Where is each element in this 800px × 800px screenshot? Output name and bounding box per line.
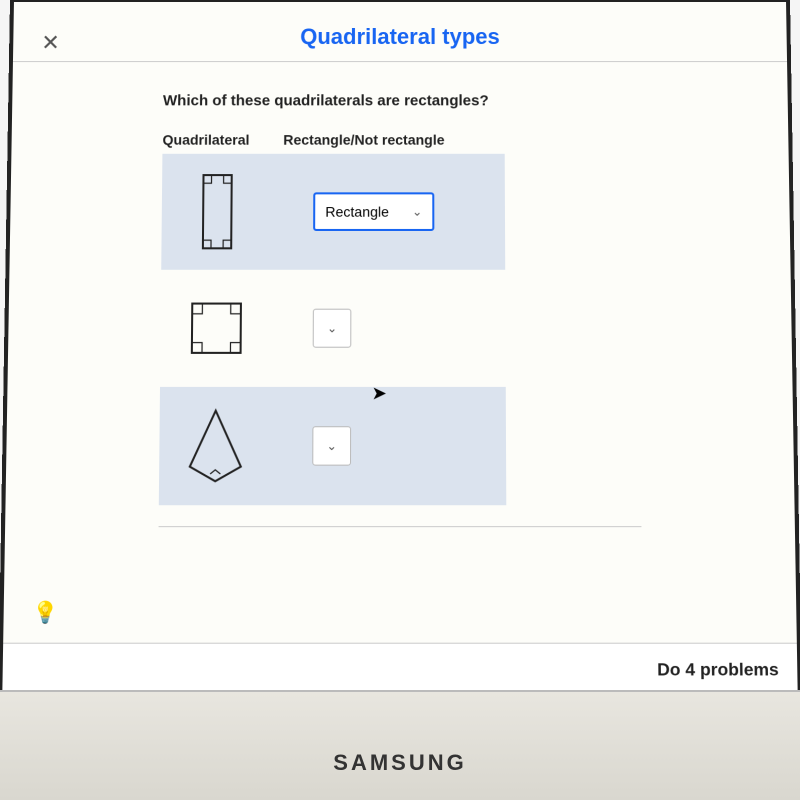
chevron-down-icon: ⌄ — [412, 205, 422, 219]
table-row: ⌄ — [159, 387, 507, 505]
answer-dropdown[interactable]: ⌄ — [313, 309, 352, 348]
col-shape: Quadrilateral — [162, 132, 263, 148]
content-area: Which of these quadrilaterals are rectan… — [5, 62, 794, 505]
question-text: Which of these quadrilaterals are rectan… — [163, 92, 788, 109]
shape-tall-rectangle — [171, 166, 263, 258]
col-answer: Rectangle/Not rectangle — [283, 132, 444, 148]
divider — [159, 526, 642, 527]
page-title: Quadrilateral types — [13, 2, 787, 50]
answer-dropdown[interactable]: Rectangle ⌄ — [313, 192, 434, 231]
chevron-down-icon: ⌄ — [327, 321, 337, 335]
hint-icon[interactable]: 💡 — [32, 599, 59, 626]
shape-kite — [169, 399, 261, 492]
table-row: Rectangle ⌄ — [161, 154, 505, 270]
chevron-down-icon: ⌄ — [327, 439, 337, 454]
brand-logo: SAMSUNG — [0, 750, 800, 776]
close-button[interactable]: ✕ — [41, 30, 60, 56]
dropdown-value: Rectangle — [325, 204, 389, 220]
table-row: ⌄ — [160, 270, 506, 387]
monitor-bezel: SAMSUNG — [0, 690, 800, 800]
shape-square — [170, 282, 262, 374]
footer: Do 4 problems — [2, 643, 797, 696]
answer-dropdown[interactable]: ⌄ — [312, 426, 351, 465]
do-problems-label[interactable]: Do 4 problems — [657, 659, 779, 680]
header: ✕ Quadrilateral types — [13, 2, 787, 62]
column-headers: Quadrilateral Rectangle/Not rectangle — [162, 132, 788, 148]
app-screen: ✕ Quadrilateral types Which of these qua… — [0, 0, 800, 700]
